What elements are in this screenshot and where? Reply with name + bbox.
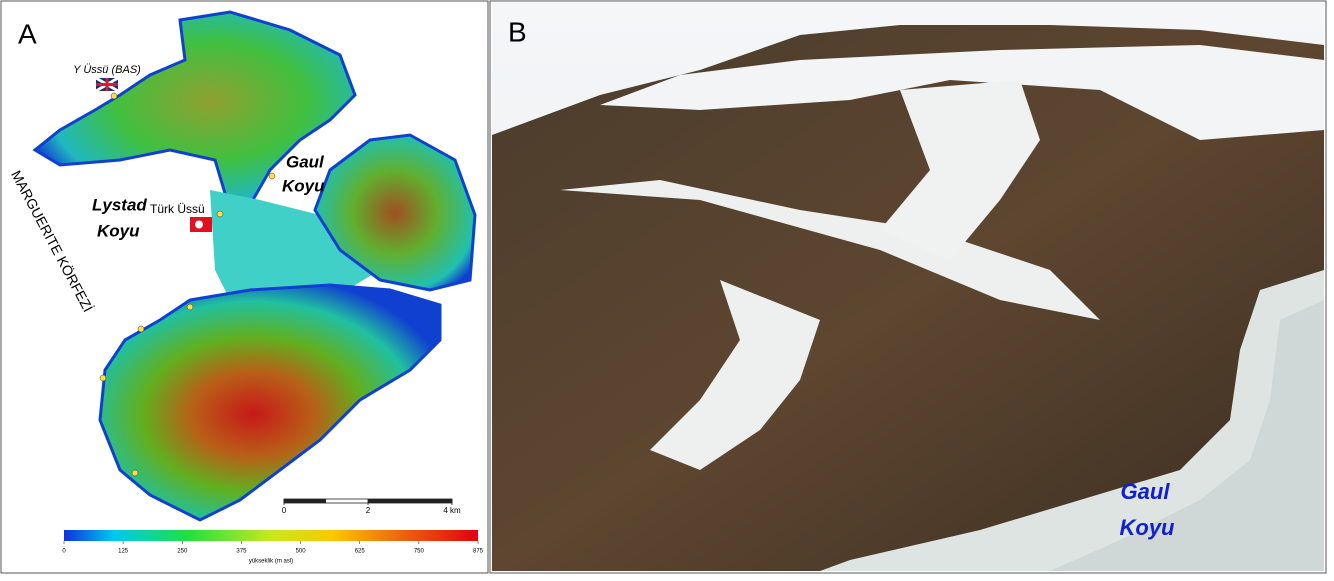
scale-bar-label: 4 km <box>443 506 461 515</box>
colorbar-tick-label: 500 <box>296 549 307 555</box>
place-label: Lystad <box>92 195 147 214</box>
colorbar-tick-label: 625 <box>355 549 366 555</box>
place-label: Koyu <box>1120 515 1176 540</box>
colorbar-tick-label: 750 <box>414 549 425 555</box>
place-label: Gaul <box>286 152 325 171</box>
scale-bar-label: 0 <box>282 506 287 515</box>
scale-bar-segment <box>368 499 452 503</box>
panel-label: A <box>18 18 37 49</box>
colorbar-tick-label: 125 <box>118 549 129 555</box>
place-label: Koyu <box>282 176 325 195</box>
place-label: Koyu <box>97 221 140 240</box>
scale-bar-segment <box>284 499 326 503</box>
panel-label: B <box>508 16 527 47</box>
figure: A Y Üssü (BAS) Gaul Koyu Lystad Koyu Tür… <box>0 0 1334 576</box>
colorbar-label: yükseklik (m asl) <box>249 559 293 565</box>
place-label: Gaul <box>1121 479 1171 504</box>
colorbar-tick-label: 250 <box>177 549 188 555</box>
colorbar-ramp <box>64 530 478 541</box>
photo <box>492 3 1324 571</box>
scale-bar-label: 2 <box>366 506 371 515</box>
colorbar-tick-label: 375 <box>236 549 247 555</box>
colorbar-tick-label: 875 <box>473 549 484 555</box>
place-label: Y Üssü (BAS) <box>73 64 141 76</box>
place-label: Türk Üssü <box>150 202 205 216</box>
